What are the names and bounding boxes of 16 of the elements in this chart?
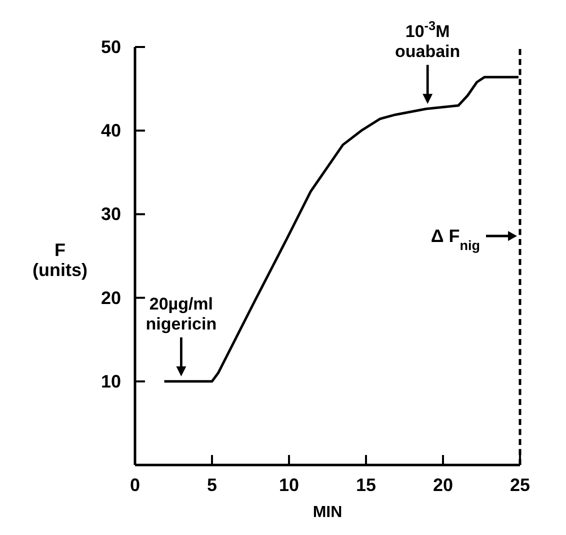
x-tick-label: 25 bbox=[510, 475, 530, 495]
y-tick-label: 10 bbox=[100, 371, 121, 392]
y-tick-label: 50 bbox=[100, 37, 121, 57]
x-tick-label: 10 bbox=[278, 475, 300, 495]
ref-line-label: Δ F$_{nig}$ bbox=[430, 226, 480, 252]
annotation: 20µg/ml nigericin bbox=[146, 294, 217, 334]
x-tick-label: 15 bbox=[356, 475, 376, 495]
annotation: 10$^{-3}$M ouabain bbox=[395, 17, 460, 61]
x-tick-label: 20 bbox=[432, 475, 454, 495]
x-axis-title: MIN bbox=[312, 504, 342, 521]
y-tick-label: 20 bbox=[100, 288, 121, 308]
x-tick-label: 5 bbox=[206, 475, 218, 495]
x-tick-label: 0 bbox=[130, 475, 140, 495]
y-tick-label: 40 bbox=[100, 120, 121, 141]
y-tick-label: 30 bbox=[100, 204, 121, 224]
y-axis-title: F (units) bbox=[32, 240, 88, 280]
